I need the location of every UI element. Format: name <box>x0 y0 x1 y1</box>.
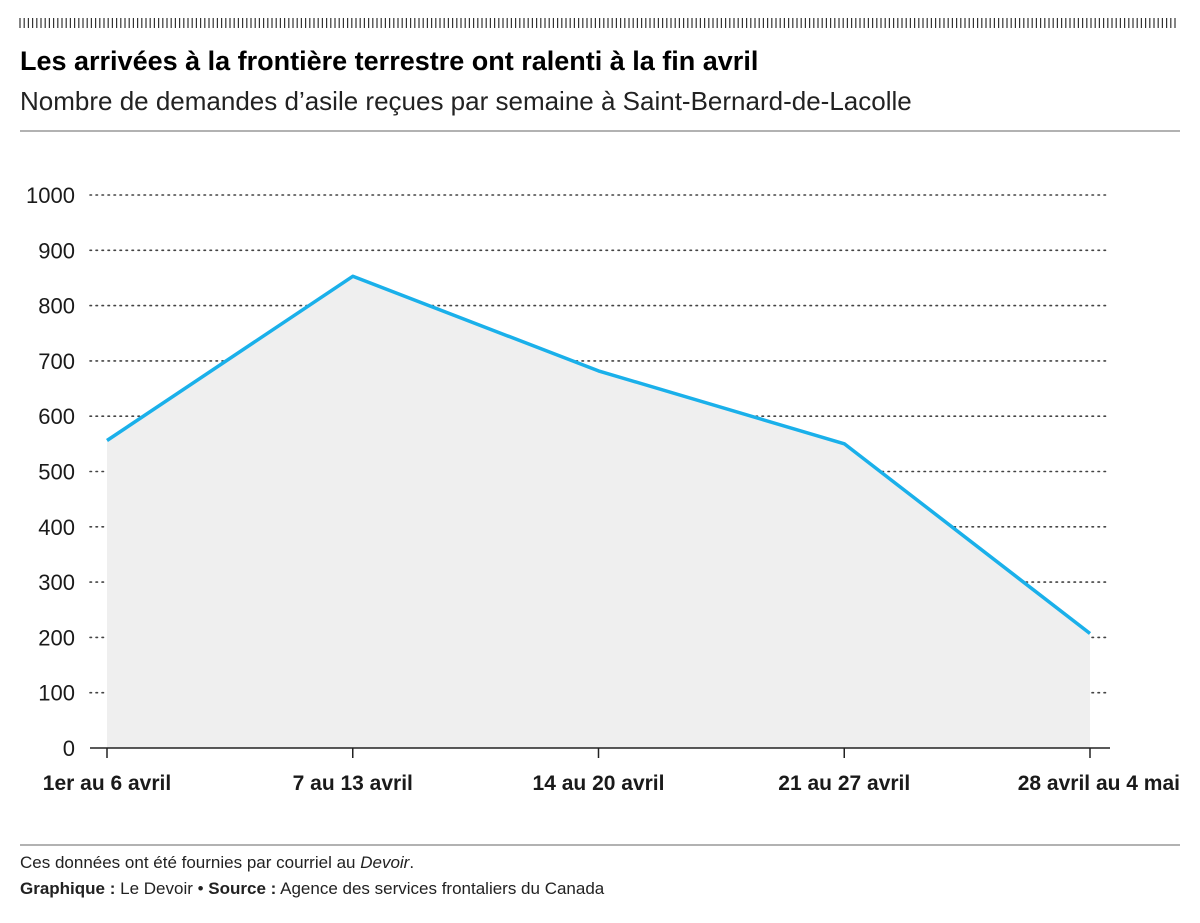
y-tick-label: 300 <box>38 570 75 595</box>
y-axis-ticks: 0 100 200 300 400 500 600 700 800 900 1000 <box>26 183 75 761</box>
chart-subtitle: Nombre de demandes d’asile reçues par se… <box>20 86 912 116</box>
y-tick-label: 600 <box>38 404 75 429</box>
footer-credits: Graphique : Le Devoir • Source : Agence … <box>20 879 605 898</box>
footer-note-suffix: . <box>409 853 414 872</box>
y-tick-label: 700 <box>38 349 75 374</box>
y-tick-label: 100 <box>38 681 75 706</box>
y-tick-label: 900 <box>38 238 75 263</box>
x-axis-ticks: 1er au 6 avril 7 au 13 avril 14 au 20 avri… <box>43 748 1180 795</box>
x-tick-label: 21 au 27 avril <box>778 772 910 795</box>
y-tick-label: 400 <box>38 515 75 540</box>
y-tick-label: 800 <box>38 294 75 319</box>
footer-note-text: Ces données ont été fournies par courrie… <box>20 853 360 872</box>
x-tick-label: 7 au 13 avril <box>293 772 413 795</box>
y-tick-label: 200 <box>38 625 75 650</box>
graphic-label: Graphique : <box>20 879 115 898</box>
series-line <box>106 274 1092 635</box>
chart-title: Les arrivées à la frontière terrestre on… <box>20 46 758 76</box>
x-tick-label: 14 au 20 avril <box>533 772 665 795</box>
footer-note-italic: Devoir <box>360 853 410 872</box>
area-fill <box>107 276 1090 748</box>
x-tick-label: 28 avril au 4 mai <box>1018 772 1180 795</box>
y-tick-label: 0 <box>63 736 75 761</box>
top-decorative-rule <box>19 18 1176 28</box>
footer-note: Ces données ont été fournies par courrie… <box>20 853 414 872</box>
source-value: Agence des services frontaliers du Canad… <box>276 879 604 898</box>
graphic-value: Le Devoir • <box>115 879 208 898</box>
source-label: Source : <box>208 879 276 898</box>
x-tick-label: 1er au 6 avril <box>43 772 171 795</box>
y-tick-label: 1000 <box>26 183 75 208</box>
y-tick-label: 500 <box>38 460 75 485</box>
